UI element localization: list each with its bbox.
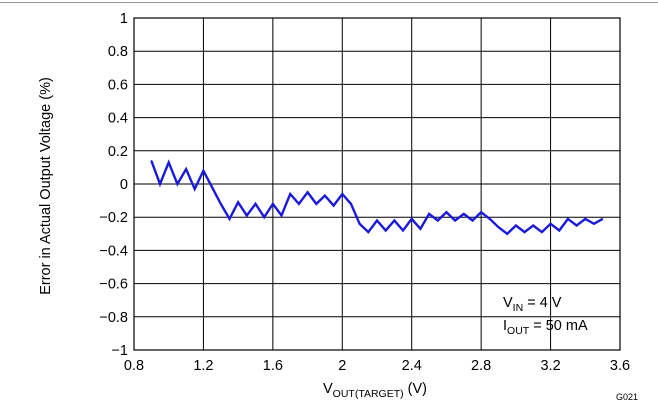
annotation-vin: VIN = 4 V (503, 295, 562, 314)
data-point (402, 229, 404, 232)
data-point (541, 231, 543, 233)
data-point (558, 229, 560, 232)
data-point (202, 170, 205, 172)
data-point (176, 183, 178, 185)
data-point (324, 195, 326, 197)
data-point (280, 214, 283, 217)
data-point (567, 218, 569, 220)
data-point (298, 203, 300, 205)
y-tick-label: 0.8 (108, 44, 128, 60)
y-tick-label: −0.6 (99, 277, 128, 293)
data-point (194, 188, 196, 190)
data-point (428, 213, 430, 215)
data-point (576, 224, 578, 227)
data-point (497, 226, 500, 228)
data-point (254, 203, 257, 205)
x-tick-label: 2 (338, 358, 346, 374)
data-point (359, 223, 361, 225)
data-point (584, 218, 586, 220)
y-tick-label: −0.4 (99, 243, 128, 259)
data-point (411, 218, 413, 220)
data-point (419, 228, 421, 230)
data-point (211, 186, 213, 188)
data-point (350, 203, 352, 205)
data-point (237, 201, 239, 203)
y-tick-label: 0.4 (108, 111, 128, 127)
x-tick-label: 2.8 (471, 358, 491, 374)
series-line-0 (150, 159, 604, 236)
x-tick-label: 1.2 (193, 358, 213, 374)
data-point (272, 203, 274, 205)
data-point (263, 216, 265, 218)
annotation-iout: IOUT = 50 mA (503, 318, 588, 337)
series-layer (150, 159, 604, 236)
data-point (602, 218, 604, 220)
data-point (437, 219, 439, 222)
data-point (385, 229, 387, 232)
data-point (333, 204, 335, 207)
tick-labels: 0.8 1.2 1.6 2 2.4 2.8 3.2 3.6 1 0.8 0.6 0.4 0.2 0 −0.2… (99, 11, 630, 374)
y-tick-label: 0.6 (108, 77, 128, 93)
data-point (150, 160, 152, 162)
data-point (306, 191, 309, 193)
y-axis-label: Error in Actual Output Voltage (%) (38, 77, 54, 295)
data-point (471, 219, 474, 222)
data-point (367, 231, 369, 233)
data-point (480, 211, 482, 213)
x-tick-label: 3.6 (610, 358, 630, 374)
data-point (549, 223, 552, 225)
x-axis-label: VOUT(TARGET) (V) (323, 381, 427, 400)
y-tick-label: 1 (120, 11, 128, 27)
data-point (159, 183, 161, 185)
data-point (593, 223, 595, 225)
y-tick-label: −0.8 (99, 310, 128, 326)
data-point (515, 224, 517, 227)
data-point (220, 203, 222, 205)
data-point (289, 193, 291, 195)
x-tick-label: 2.4 (402, 358, 422, 374)
data-point (454, 219, 456, 222)
data-point (341, 193, 343, 195)
grid (133, 17, 621, 351)
data-point (185, 168, 187, 170)
y-tick-label: 0 (120, 177, 128, 193)
figure-id: G021 (616, 392, 638, 402)
x-tick-label: 0.8 (124, 358, 144, 374)
data-point (315, 203, 317, 205)
y-tick-label: 0.2 (108, 144, 128, 160)
x-tick-label: 3.2 (540, 358, 560, 374)
data-point (506, 233, 508, 235)
data-point (228, 218, 231, 220)
y-tick-label: −0.2 (99, 210, 128, 226)
x-tick-label: 1.6 (263, 358, 283, 374)
data-point (463, 213, 465, 215)
data-point (523, 231, 526, 233)
annotation-box: VIN = 4 V IOUT = 50 mA (503, 295, 588, 337)
data-point (376, 219, 378, 222)
data-point (168, 161, 170, 164)
data-point (445, 211, 448, 213)
data-point (246, 214, 248, 217)
y-tick-label: −1 (111, 343, 128, 359)
data-point (489, 218, 491, 220)
plot-frame (133, 17, 621, 351)
data-point (393, 219, 395, 222)
data-point (532, 224, 534, 227)
